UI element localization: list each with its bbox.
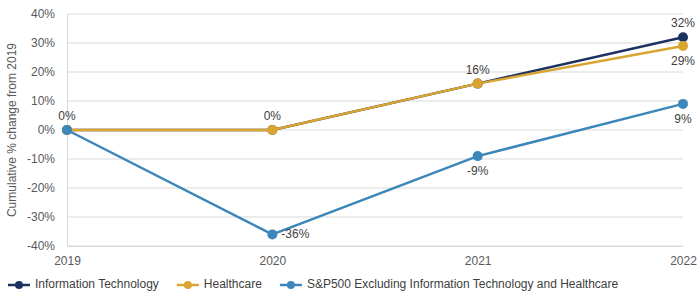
series-marker xyxy=(62,125,72,135)
data-label: 32% xyxy=(671,16,695,30)
series-marker xyxy=(267,125,277,135)
legend-item: S&P500 Excluding Information Technology … xyxy=(280,277,619,291)
y-tick-label: -20% xyxy=(27,181,55,195)
y-tick: 40% xyxy=(31,7,67,21)
grid-line xyxy=(67,217,683,218)
series-line xyxy=(67,104,683,235)
x-tick-label: 2021 xyxy=(465,254,492,268)
grid-line xyxy=(67,159,683,160)
grid-line xyxy=(67,43,683,44)
legend-item: Healthcare xyxy=(177,277,262,291)
series-marker xyxy=(678,99,688,109)
y-tick: 30% xyxy=(31,36,67,50)
y-tick-label: -30% xyxy=(27,210,55,224)
grid-line xyxy=(67,246,683,247)
x-tick: 2019 xyxy=(54,246,81,268)
x-tick: 2022 xyxy=(670,246,697,268)
grid-line xyxy=(67,72,683,73)
y-tick: -30% xyxy=(27,210,67,224)
series-marker xyxy=(678,32,688,42)
legend: Information Technology Healthcare S&P500 E… xyxy=(8,277,619,291)
grid-line xyxy=(67,14,683,15)
y-tick: 20% xyxy=(31,65,67,79)
x-tick-label: 2022 xyxy=(670,254,697,268)
y-tick-label: 40% xyxy=(31,7,55,21)
legend-marker xyxy=(184,281,192,289)
series-line xyxy=(67,37,683,130)
y-tick-label: 20% xyxy=(31,65,55,79)
legend-marker xyxy=(287,281,295,289)
y-tick-label: 30% xyxy=(31,36,55,50)
x-tick: 2020 xyxy=(259,246,286,268)
legend-label: Healthcare xyxy=(204,277,262,291)
data-labels: 32% 0% 0% 16% 29% -36% -9% 9% xyxy=(58,16,695,241)
grid-line xyxy=(67,101,683,102)
grid xyxy=(67,14,683,246)
y-axis-title: Cumulative % change from 2019 xyxy=(5,43,19,217)
y-tick-label: 10% xyxy=(31,94,55,108)
y-tick: -10% xyxy=(27,152,67,166)
series-marker xyxy=(473,79,483,89)
y-tick: -40% xyxy=(27,239,67,253)
x-axis: 2019 2020 2021 2022 xyxy=(54,246,697,268)
x-axis-line xyxy=(68,246,684,247)
data-label: 0% xyxy=(264,109,282,123)
data-label: 29% xyxy=(671,54,695,68)
series-marker xyxy=(62,125,72,135)
y-axis: -40% -30% -20% -10% 0% 10% 20% 30% 40% xyxy=(27,7,68,253)
series-marker xyxy=(267,229,277,239)
data-label: 9% xyxy=(674,112,692,126)
series-marker xyxy=(473,79,483,89)
series-marker xyxy=(62,125,72,135)
series-line xyxy=(67,46,683,130)
legend-label: Information Technology xyxy=(35,277,159,291)
y-tick-label: -40% xyxy=(27,239,55,253)
y-tick: 10% xyxy=(31,94,67,108)
series-marker xyxy=(267,125,277,135)
x-tick-label: 2020 xyxy=(259,254,286,268)
data-label: 0% xyxy=(58,109,76,123)
series-marker xyxy=(678,41,688,51)
data-label: -36% xyxy=(281,227,309,241)
legend-marker xyxy=(15,281,23,289)
legend-item: Information Technology xyxy=(8,277,159,291)
y-tick: -20% xyxy=(27,181,67,195)
y-tick-label: 0% xyxy=(38,123,56,137)
series-marker xyxy=(473,151,483,161)
data-label: 16% xyxy=(466,63,490,77)
data-label: -9% xyxy=(467,164,489,178)
y-tick-label: -10% xyxy=(27,152,55,166)
x-tick: 2021 xyxy=(465,246,492,268)
chart-container: -40%-30%-20%-10%0%10%20%30%40%2019202020… xyxy=(0,0,700,299)
plot-area xyxy=(62,32,688,239)
grid-line xyxy=(67,188,683,189)
chart: -40%-30%-20%-10%0%10%20%30%40%2019202020… xyxy=(0,0,700,299)
x-tick-label: 2019 xyxy=(54,254,81,268)
legend-label: S&P500 Excluding Information Technology … xyxy=(307,277,619,291)
